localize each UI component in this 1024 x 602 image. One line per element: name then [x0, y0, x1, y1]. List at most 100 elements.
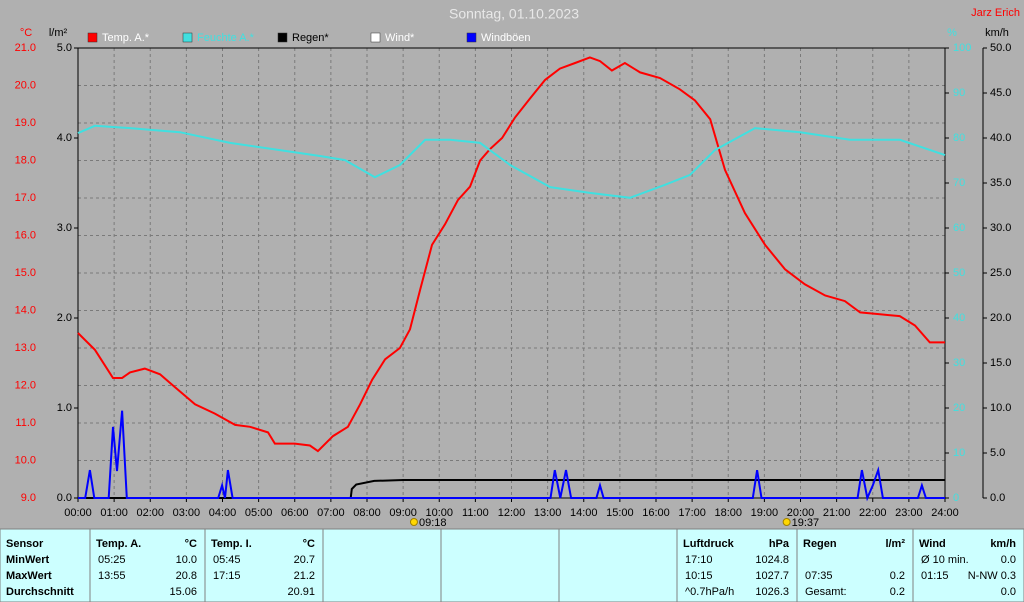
y3-tick-label: 10 — [953, 447, 965, 459]
legend-swatch — [87, 32, 98, 43]
cell-value: 20.7 — [294, 554, 315, 566]
cell-time: Gesamt: — [805, 586, 847, 598]
y-tick-label: 13.0 — [15, 342, 36, 354]
author: Jarz Erich — [971, 7, 1020, 19]
y3-tick-label: 0 — [953, 492, 959, 504]
column-unit: l/m² — [885, 538, 905, 550]
y3-tick-label: 80 — [953, 132, 965, 144]
y3-tick-label: 20 — [953, 402, 965, 414]
column-unit: °C — [185, 538, 197, 550]
y4-tick-label: 5.0 — [990, 447, 1005, 459]
x-tick-label: 20:00 — [787, 507, 815, 519]
y4-tick-label: 30.0 — [990, 222, 1011, 234]
y3-tick-label: 70 — [953, 177, 965, 189]
y-tick-label: 10.0 — [15, 454, 36, 466]
x-tick-label: 11:00 — [462, 507, 489, 519]
y4-tick-label: 35.0 — [990, 177, 1011, 189]
row-label: Sensor — [6, 538, 44, 550]
y-axis-unit: °C — [20, 27, 32, 39]
annotation-label: 19:37 — [792, 517, 820, 529]
y2-tick-label: 4.0 — [57, 132, 72, 144]
cell-time: ^0.7hPa/h — [685, 586, 734, 598]
cell-time: 13:55 — [98, 570, 126, 582]
x-tick-label: 13:00 — [534, 507, 562, 519]
x-tick-label: 10:00 — [425, 507, 453, 519]
y3-axis-unit: % — [947, 27, 957, 39]
column-unit: °C — [303, 538, 315, 550]
cell-value: 20.8 — [176, 570, 197, 582]
row-label: Durchschnitt — [6, 586, 74, 598]
x-tick-label: 00:00 — [64, 507, 92, 519]
legend-label: Regen* — [292, 32, 329, 44]
y-tick-label: 15.0 — [15, 267, 36, 279]
sun-marker — [409, 518, 418, 526]
y3-tick-label: 30 — [953, 357, 965, 369]
x-tick-label: 05:00 — [245, 507, 273, 519]
x-tick-label: 02:00 — [136, 507, 164, 519]
x-tick-label: 22:00 — [859, 507, 887, 519]
y-tick-label: 21.0 — [15, 42, 36, 54]
column-title: Temp. A. — [96, 538, 141, 550]
column-unit: km/h — [990, 538, 1016, 550]
y3-tick-label: 90 — [953, 87, 965, 99]
legend-label: Wind* — [385, 32, 415, 44]
y4-tick-label: 50.0 — [990, 42, 1011, 54]
y3-tick-label: 50 — [953, 267, 965, 279]
y2-tick-label: 0.0 — [57, 492, 72, 504]
legend-label: Windböen — [481, 32, 531, 44]
cell-value: 1027.7 — [755, 570, 789, 582]
x-tick-label: 14:00 — [570, 507, 598, 519]
cell-value: 10.0 — [176, 554, 197, 566]
y-tick-label: 18.0 — [15, 154, 36, 166]
legend-swatch — [182, 32, 193, 43]
x-tick-label: 16:00 — [642, 507, 670, 519]
y-tick-label: 17.0 — [15, 192, 36, 204]
x-tick-label: 15:00 — [606, 507, 634, 519]
cell-value: 1024.8 — [755, 554, 789, 566]
y-tick-label: 16.0 — [15, 229, 36, 241]
cell-time: 01:15 — [921, 570, 949, 582]
x-tick-label: 17:00 — [678, 507, 706, 519]
x-tick-label: 23:00 — [895, 507, 923, 519]
y-tick-label: 9.0 — [21, 492, 36, 504]
cell-time: 17:15 — [213, 570, 241, 582]
cell-value: 0.0 — [1001, 554, 1016, 566]
x-tick-label: 24:00 — [931, 507, 959, 519]
cell-value: 0.2 — [890, 586, 905, 598]
x-tick-label: 04:00 — [209, 507, 237, 519]
table-background — [0, 528, 1024, 602]
column-title: Luftdruck — [683, 538, 735, 550]
cell-value: 1026.3 — [755, 586, 789, 598]
y4-tick-label: 15.0 — [990, 357, 1011, 369]
column-title: Temp. I. — [211, 538, 252, 550]
y3-tick-label: 100 — [953, 42, 971, 54]
cell-value: 0.0 — [1001, 586, 1016, 598]
y-tick-label: 19.0 — [15, 117, 36, 129]
x-tick-label: 18:00 — [714, 507, 742, 519]
cell-time: 10:15 — [685, 570, 713, 582]
series-line — [77, 56, 945, 453]
x-tick-label: 03:00 — [173, 507, 201, 519]
y-tick-label: 14.0 — [15, 304, 36, 316]
y4-tick-label: 0.0 — [990, 492, 1005, 504]
cell-time: 05:45 — [213, 554, 241, 566]
legend-swatch — [277, 32, 288, 43]
stats-table: Sensor MinWert MaxWert Durchschnitt Temp. A.… — [6, 529, 1016, 602]
y4-tick-label: 25.0 — [990, 267, 1011, 279]
cell-value: 0.2 — [890, 570, 905, 582]
x-tick-label: 21:00 — [823, 507, 851, 519]
x-tick-label: 09:00 — [389, 507, 417, 519]
x-tick-label: 19:00 — [751, 507, 779, 519]
column-title: Wind — [919, 538, 946, 550]
y2-tick-label: 5.0 — [57, 42, 72, 54]
x-tick-label: 12:00 — [498, 507, 526, 519]
cell-time: 05:25 — [98, 554, 126, 566]
cell-value: 15.06 — [169, 586, 197, 598]
x-tick-label: 06:00 — [281, 507, 309, 519]
cell-time: 17:10 — [685, 554, 713, 566]
series-line — [78, 410, 945, 502]
cell-value: N-NW 0.3 — [968, 570, 1016, 582]
annotation-label: 09:18 — [419, 517, 447, 529]
x-tick-label: 07:00 — [317, 507, 345, 519]
cell-time: 07:35 — [805, 570, 833, 582]
